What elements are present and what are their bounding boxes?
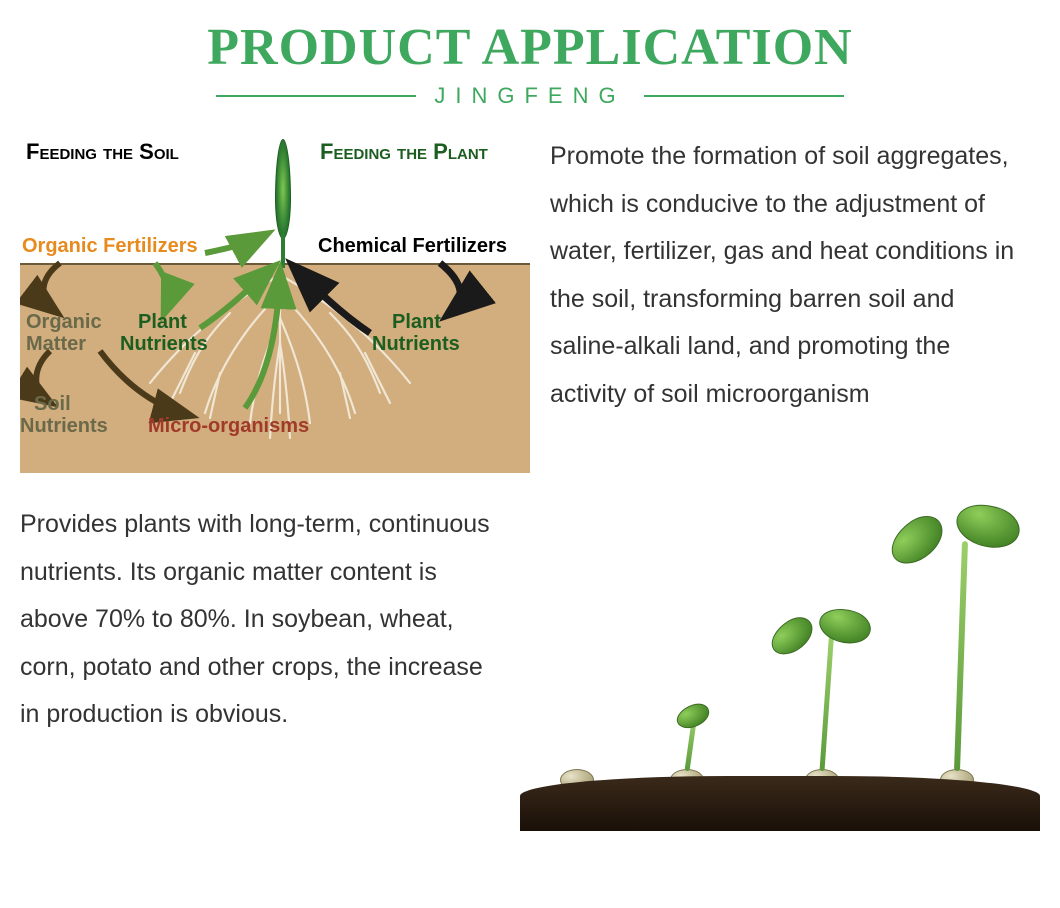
label-organic-2: Matter [26,333,86,356]
label-soil-1: Soil [34,393,71,416]
header: PRODUCT APPLICATION JINGFENG [0,0,1060,109]
label-feeding-plant: Feeding the Plant [320,139,488,165]
subtitle-row: JINGFENG [0,83,1060,109]
sprouts-illustration [520,501,1040,831]
row-1: Feeding the Soil Feeding the Plant Organ… [0,133,1060,473]
label-feeding-soil: Feeding the Soil [26,139,179,165]
paragraph-1: Promote the formation of soil aggregates… [550,133,1040,473]
label-plant-nutrients-r1: Plant [392,311,441,334]
label-organic-fertilizers: Organic Fertilizers [22,235,198,258]
divider-right [644,95,844,97]
leaf-icon [882,508,951,572]
stem-icon [820,636,834,771]
label-soil-2: Nutrients [20,415,108,438]
label-plant-nutrients-r2: Nutrients [372,333,460,356]
label-plant-nutrients-l2: Nutrients [120,333,208,356]
label-plant-nutrients-l1: Plant [138,311,187,334]
label-chemical-fertilizers: Chemical Fertilizers [318,235,507,258]
page-title: PRODUCT APPLICATION [0,18,1060,77]
label-micro-organisms: Micro-organisms [148,415,309,438]
paragraph-2: Provides plants with long-term, continuo… [20,501,500,831]
row-2: Provides plants with long-term, continuo… [0,501,1060,831]
soil-plant-diagram: Feeding the Soil Feeding the Plant Organ… [20,133,530,473]
stem-icon [954,541,968,771]
leaf-icon [673,700,712,731]
soil-strip [520,776,1040,831]
label-organic-1: Organic [26,311,102,334]
divider-left [216,95,416,97]
brand-subtitle: JINGFENG [434,83,625,109]
leaf-icon [815,602,875,650]
leaf-icon [765,611,820,661]
